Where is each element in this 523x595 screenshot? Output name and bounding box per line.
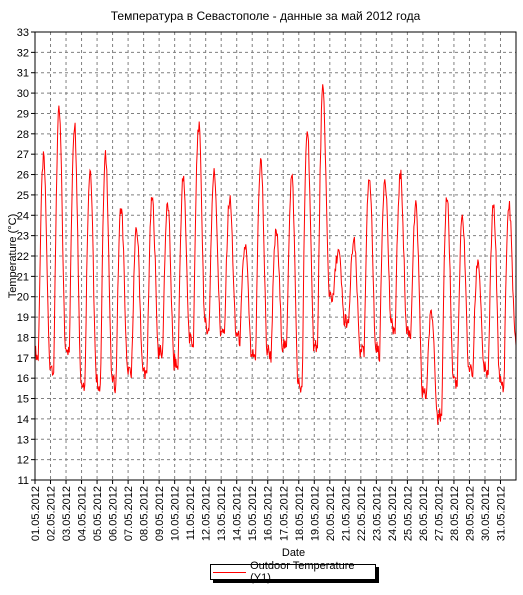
x-tick-label: 30.05.2012 bbox=[480, 486, 492, 541]
y-tick-label: 12 bbox=[17, 455, 29, 467]
chart-title: Температура в Севастополе - данные за ма… bbox=[111, 9, 421, 23]
y-axis-label: Temperature (°C) bbox=[7, 214, 19, 298]
x-tick-label: 01.05.2012 bbox=[30, 486, 42, 541]
x-tick-label: 07.05.2012 bbox=[123, 486, 135, 541]
x-tick-label: 02.05.2012 bbox=[46, 486, 58, 541]
legend: Outdoor Temperature (Y1) bbox=[210, 560, 376, 584]
x-tick-label: 23.05.2012 bbox=[371, 486, 383, 541]
x-tick-label: 10.05.2012 bbox=[170, 486, 182, 541]
y-tick-label: 30 bbox=[17, 88, 29, 100]
x-tick-label: 20.05.2012 bbox=[325, 486, 337, 541]
y-tick-label: 18 bbox=[17, 332, 29, 344]
y-tick-label: 28 bbox=[17, 129, 29, 141]
x-tick-label: 27.05.2012 bbox=[433, 486, 445, 541]
x-tick-label: 14.05.2012 bbox=[232, 486, 244, 541]
x-tick-label: 12.05.2012 bbox=[201, 486, 213, 541]
y-tick-label: 17 bbox=[17, 353, 29, 365]
x-tick-label: 09.05.2012 bbox=[154, 486, 166, 541]
y-tick-label: 21 bbox=[17, 271, 29, 283]
y-tick-label: 15 bbox=[17, 394, 29, 406]
y-tick-label: 22 bbox=[17, 251, 29, 263]
legend-swatch bbox=[213, 571, 247, 573]
x-tick-label: 16.05.2012 bbox=[263, 486, 275, 541]
y-tick-label: 20 bbox=[17, 292, 29, 304]
y-tick-label: 25 bbox=[17, 190, 29, 202]
y-tick-label: 26 bbox=[17, 170, 29, 182]
x-tick-label: 22.05.2012 bbox=[356, 486, 368, 541]
legend-label: Outdoor Temperature (Y1) bbox=[250, 560, 355, 584]
x-tick-label: 21.05.2012 bbox=[340, 486, 352, 541]
y-tick-label: 23 bbox=[17, 231, 29, 243]
y-tick-label: 14 bbox=[17, 414, 29, 426]
y-tick-label: 27 bbox=[17, 149, 29, 161]
x-tick-label: 15.05.2012 bbox=[247, 486, 259, 541]
series-line-outdoor-temperature bbox=[34, 84, 517, 425]
y-tick-label: 19 bbox=[17, 312, 29, 324]
plot-border bbox=[34, 31, 517, 481]
y-tick-label: 24 bbox=[17, 210, 29, 222]
x-tick-label: 25.05.2012 bbox=[402, 486, 414, 541]
y-tick-label: 33 bbox=[17, 27, 29, 39]
x-tick-label: 03.05.2012 bbox=[61, 486, 73, 541]
x-tick-label: 31.05.2012 bbox=[495, 486, 507, 541]
x-tick-label: 18.05.2012 bbox=[294, 486, 306, 541]
x-tick-label: 11.05.2012 bbox=[185, 486, 197, 540]
x-tick-label: 05.05.2012 bbox=[92, 486, 104, 541]
y-tick-label: 13 bbox=[17, 434, 29, 446]
x-tick-label: 06.05.2012 bbox=[108, 486, 120, 541]
x-axis-label: Date bbox=[282, 547, 305, 559]
x-tick-label: 24.05.2012 bbox=[387, 486, 399, 541]
y-tick-label: 32 bbox=[17, 47, 29, 59]
y-tick-label: 29 bbox=[17, 108, 29, 120]
x-tick-label: 26.05.2012 bbox=[418, 486, 430, 541]
x-tick-label: 17.05.2012 bbox=[278, 486, 290, 541]
x-tick-label: 28.05.2012 bbox=[449, 486, 461, 541]
x-tick-label: 04.05.2012 bbox=[77, 486, 89, 541]
x-tick-label: 13.05.2012 bbox=[216, 486, 228, 541]
y-tick-label: 11 bbox=[18, 475, 29, 487]
y-tick-label: 16 bbox=[17, 373, 29, 385]
x-tick-label: 19.05.2012 bbox=[309, 486, 321, 541]
x-tick-label: 29.05.2012 bbox=[464, 486, 476, 541]
y-tick-label: 31 bbox=[17, 68, 29, 80]
x-tick-label: 08.05.2012 bbox=[139, 486, 151, 541]
